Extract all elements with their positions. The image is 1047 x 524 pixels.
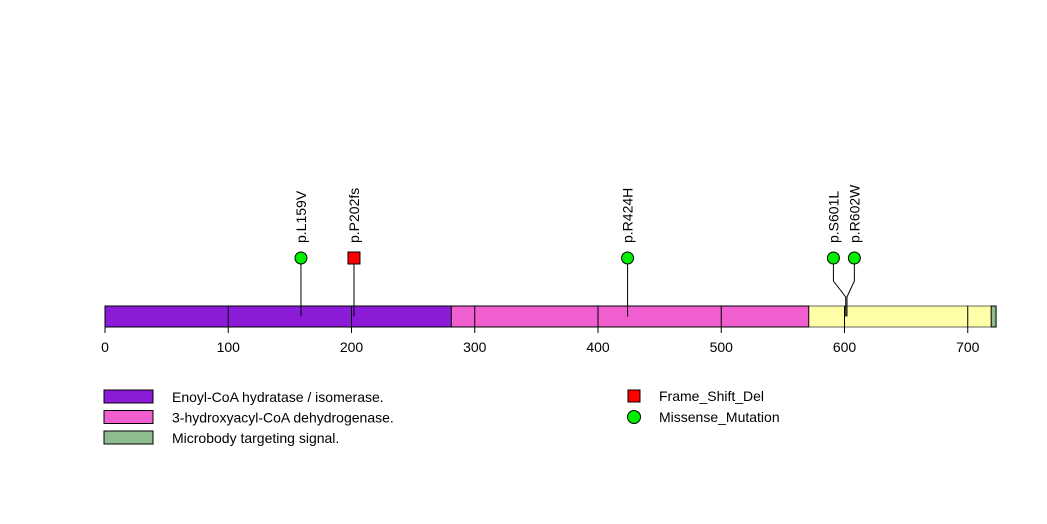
x-tick-label: 500 [710,339,734,355]
legend-label-domain-1: Enoyl-CoA hydratase / isomerase. [172,389,384,405]
legend: Enoyl-CoA hydratase / isomerase. 3-hydrox… [103,388,780,446]
mutation-marker-3 [621,251,635,265]
x-tick-label: 100 [217,339,241,355]
domain-bar-1 [104,305,454,328]
x-tick-label: 200 [340,339,364,355]
x-tick-label: 0 [101,339,109,355]
legend-label-domain-2: 3-hydroxyacyl-CoA dehydrogenase. [172,410,394,426]
mutation-label-2: p.P202fs [346,188,362,243]
legend-swatch-domain-3 [103,430,154,445]
mutation-stems-layer [300,258,855,317]
legend-swatch-domain-1 [103,389,154,404]
x-tick-label: 400 [586,339,610,355]
x-tick-label: 600 [833,339,857,355]
legend-label-frame-shift-del: Frame_Shift_Del [659,388,764,404]
protein-backbone-region [808,306,993,327]
protein-region-layer [104,305,997,328]
mutation-stem-4 [832,258,847,317]
legend-marker-frame-shift-del [627,389,641,403]
domain-bar-2 [450,305,810,328]
mutation-marker-1 [294,251,308,265]
x-tick-label: 700 [956,339,980,355]
mutation-label-1: p.L159V [293,190,309,243]
mutation-markers-layer [294,251,861,265]
mutation-marker-4 [826,251,840,265]
x-tick-label: 300 [463,339,487,355]
mutation-marker-5 [847,251,861,265]
legend-label-missense-mutation: Missense_Mutation [659,409,780,425]
mutation-label-3: p.R424H [620,188,636,243]
mutation-marker-2 [347,251,361,265]
legend-marker-missense-mutation [627,410,641,424]
x-axis: 0 100 200 300 400 500 600 700 [101,306,980,355]
legend-swatch-domain-2 [103,410,154,424]
legend-label-domain-3: Microbody targeting signal. [172,430,339,446]
mutation-stem-5 [846,258,855,317]
mutation-label-5: p.R602W [846,184,862,243]
mutation-labels-layer: p.L159V p.P202fs p.R424H p.S601L p.R602W [293,184,862,243]
domain-bar-3 [990,305,997,328]
mutation-label-4: p.S601L [825,191,841,243]
